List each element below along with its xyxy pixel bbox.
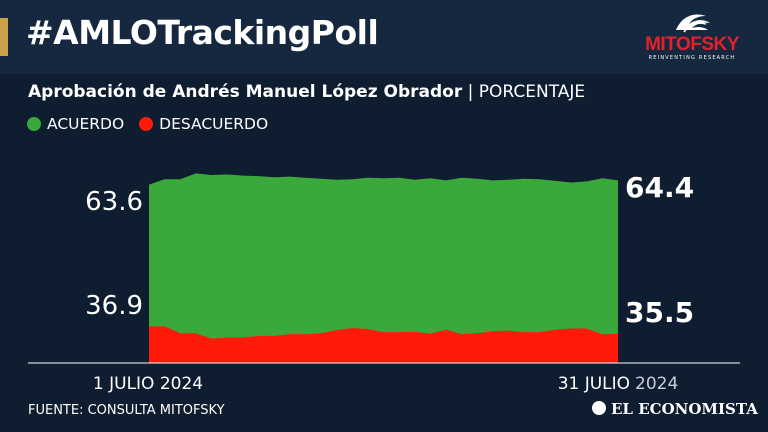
x-tick-end-day: 31 JULIO <box>558 374 630 394</box>
page-title: #AMLOTrackingPoll <box>26 13 379 52</box>
area-desacuerdo <box>149 326 618 363</box>
chart-subtitle: Aprobación de Andrés Manuel López Obrado… <box>28 82 585 102</box>
logo-wordmark: MITOFSKY <box>645 34 739 55</box>
legend: ACUERDO DESACUERDO <box>27 115 278 135</box>
source-note: FUENTE: CONSULTA MITOFSKY <box>28 403 225 418</box>
mitofsky-logo: MITOFSKY REINVENTING RESEARCH <box>636 10 748 62</box>
subtitle-unit: PORCENTAJE <box>478 82 586 102</box>
legend-swatch-desacuerdo <box>139 117 154 131</box>
publisher-icon <box>592 401 606 415</box>
end-value-desacuerdo: 35.5 <box>625 296 694 329</box>
x-tick-start: 1 JULIO 2024 <box>93 374 203 394</box>
start-value-desacuerdo: 36.9 <box>85 291 143 321</box>
subtitle-main: Aprobación de Andrés Manuel López Obrado… <box>28 82 463 102</box>
subtitle-separator: | <box>462 82 479 102</box>
start-value-acuerdo: 63.6 <box>85 187 143 217</box>
end-value-acuerdo: 64.4 <box>625 171 694 204</box>
legend-swatch-acuerdo <box>27 117 41 131</box>
x-tick-end: 31 JULIO 2024 <box>558 374 679 394</box>
accent-bar <box>0 18 8 56</box>
legend-label-acuerdo: ACUERDO <box>47 115 125 133</box>
x-tick-end-year: 2024 <box>635 374 678 394</box>
logo-tagline: REINVENTING RESEARCH <box>648 55 736 61</box>
legend-item-desacuerdo: DESACUERDO <box>139 115 268 133</box>
legend-label-desacuerdo: DESACUERDO <box>159 115 269 133</box>
legend-item-acuerdo: ACUERDO <box>27 115 124 133</box>
header-band <box>0 0 768 74</box>
publisher-name: EL ECONOMISTA <box>611 400 758 418</box>
area-acuerdo <box>149 173 618 363</box>
publisher-logo: EL ECONOMISTA <box>592 400 758 418</box>
eagle-icon <box>676 14 710 33</box>
